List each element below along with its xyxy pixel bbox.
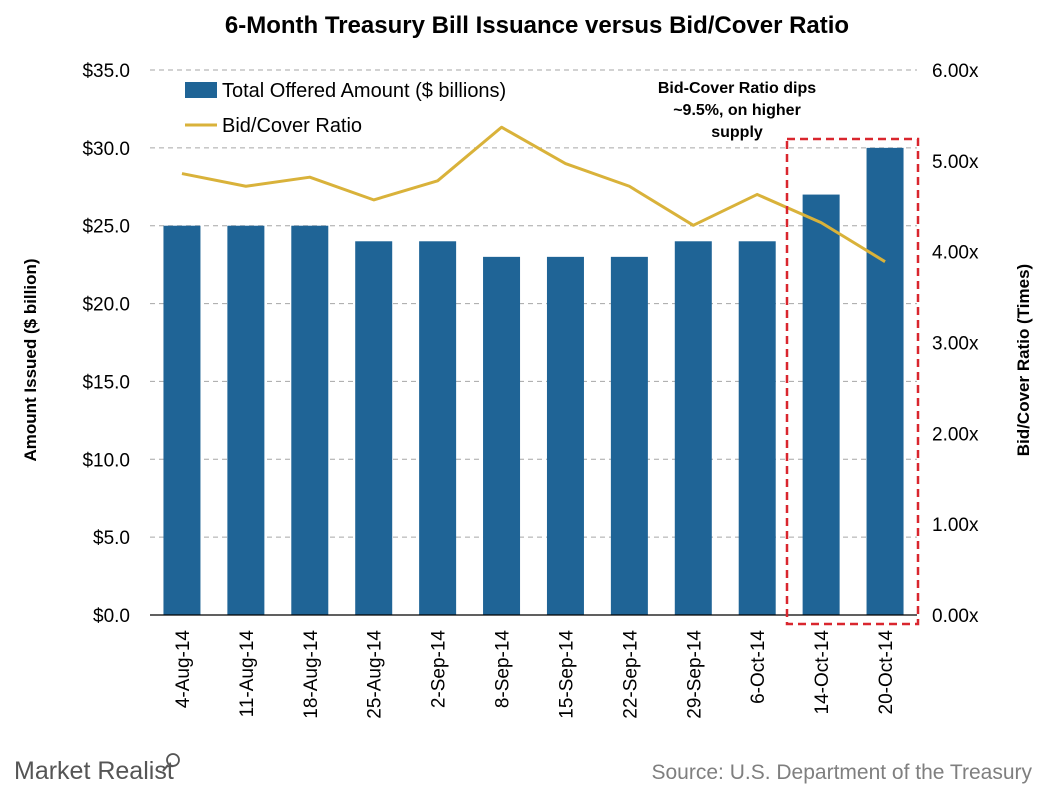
- annotation-line-2: ~9.5%, on higher: [673, 102, 801, 119]
- bar: [610, 256, 648, 615]
- y2-axis-ticks: 0.00x 1.00x 2.00x 3.00x 4.00x 5.00x 6.00x: [932, 61, 979, 627]
- y2-tick-label: 4.00x: [932, 243, 979, 264]
- bar: [738, 241, 776, 616]
- brand-name: Market Realist: [14, 757, 174, 785]
- annotation-line-3: supply: [711, 124, 763, 141]
- magnifier-handle: [162, 764, 169, 772]
- y-tick-label: $20.0: [82, 295, 130, 316]
- x-tick-label: 18-Aug-14: [301, 630, 322, 719]
- bar-series: [163, 147, 904, 616]
- y-axis-title: Amount Issued ($ billion): [21, 258, 40, 461]
- bar: [291, 225, 329, 615]
- y-tick-label: $35.0: [82, 61, 130, 82]
- x-tick-label: 20-Oct-14: [876, 630, 897, 715]
- legend-line-label: Bid/Cover Ratio: [222, 115, 362, 137]
- bar: [419, 241, 457, 616]
- x-tick-label: 11-Aug-14: [237, 630, 258, 718]
- bar: [355, 241, 393, 616]
- series-line: [181, 125, 886, 263]
- legend: Total Offered Amount ($ billions) Bid/Co…: [185, 80, 506, 137]
- y2-tick-label: 6.00x: [932, 61, 979, 82]
- x-tick-label: 14-Oct-14: [812, 630, 833, 715]
- bar: [546, 256, 584, 615]
- x-tick-label: 4-Aug-14: [173, 630, 194, 709]
- legend-bar-swatch: [185, 82, 217, 98]
- bar: [674, 241, 712, 616]
- line-series: [181, 125, 886, 263]
- x-axis-ticks: 4-Aug-14 11-Aug-14 18-Aug-14 25-Aug-14 2-Sep…: [173, 630, 897, 719]
- bar: [227, 225, 265, 615]
- x-tick-label: 8-Sep-14: [493, 630, 514, 709]
- legend-bar-label: Total Offered Amount ($ billions): [222, 80, 506, 102]
- brand-logo: Market Realist: [14, 753, 180, 785]
- bar: [802, 194, 840, 616]
- y-axis-ticks: $0.0 $5.0 $10.0 $15.0 $20.0 $25.0 $30.0 $35.0: [82, 61, 130, 627]
- y2-axis-title: Bid/Cover Ratio (Times): [1014, 264, 1033, 456]
- x-tick-label: 15-Sep-14: [556, 630, 577, 719]
- y2-tick-label: 1.00x: [932, 515, 979, 536]
- y-tick-label: $25.0: [82, 217, 130, 238]
- y-tick-label: $30.0: [82, 139, 130, 160]
- y-tick-label: $10.0: [82, 450, 130, 471]
- x-tick-label: 29-Sep-14: [684, 630, 705, 719]
- y-tick-label: $5.0: [93, 528, 130, 549]
- gridlines: [150, 69, 917, 538]
- x-tick-label: 6-Oct-14: [748, 630, 769, 704]
- highlight-box: [785, 137, 920, 626]
- source-text: Source: U.S. Department of the Treasury: [651, 761, 1032, 784]
- annotation: Bid-Cover Ratio dips ~9.5%, on higher su…: [658, 80, 816, 141]
- magnifier-icon: [166, 753, 180, 767]
- y2-tick-label: 3.00x: [932, 334, 979, 355]
- bar: [163, 225, 201, 615]
- x-tick-label: 2-Sep-14: [429, 630, 450, 709]
- bar: [483, 256, 521, 615]
- annotation-line-1: Bid-Cover Ratio dips: [658, 80, 816, 97]
- bar: [866, 147, 904, 615]
- y-tick-label: $15.0: [82, 372, 130, 393]
- chart-title: 6-Month Treasury Bill Issuance versus Bi…: [225, 12, 849, 39]
- y2-tick-label: 2.00x: [932, 424, 979, 445]
- y-tick-label: $0.0: [93, 606, 130, 627]
- y2-tick-label: 0.00x: [932, 606, 979, 627]
- x-tick-label: 22-Sep-14: [620, 630, 641, 719]
- x-tick-label: 25-Aug-14: [365, 630, 386, 719]
- y2-tick-label: 5.00x: [932, 152, 979, 173]
